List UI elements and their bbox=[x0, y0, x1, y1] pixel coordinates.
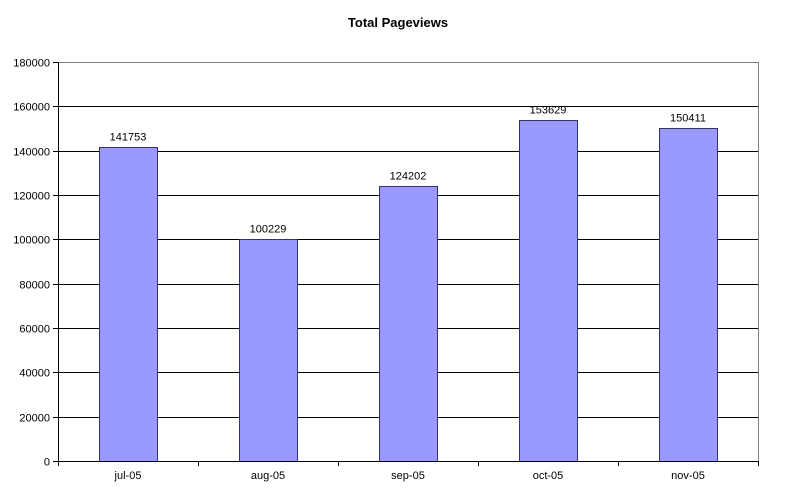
bars bbox=[99, 120, 718, 462]
labels: 0 20000 40000 60000 80000 100000 120000 140000 1… bbox=[13, 58, 706, 483]
x-tick-label: jul-05 bbox=[114, 470, 142, 482]
data-label: 150411 bbox=[670, 113, 706, 125]
x-tick-label: sep-05 bbox=[391, 470, 425, 482]
y-tick-label: 180000 bbox=[13, 58, 50, 70]
bar-sep-05 bbox=[379, 186, 438, 462]
x-tick-label: nov-05 bbox=[671, 470, 705, 482]
y-tick-label: 120000 bbox=[13, 191, 50, 203]
y-tick-label: 160000 bbox=[13, 102, 50, 114]
x-tick-label: aug-05 bbox=[251, 470, 285, 482]
y-tick-label: 140000 bbox=[13, 147, 50, 159]
data-label: 141753 bbox=[110, 132, 147, 144]
y-tick-label: 20000 bbox=[19, 413, 50, 425]
y-tick-label: 100000 bbox=[13, 235, 50, 247]
y-tick-label: 60000 bbox=[19, 324, 50, 336]
y-tick-label: 40000 bbox=[19, 368, 50, 380]
data-label: 124202 bbox=[390, 171, 427, 183]
chart-title: Total Pageviews bbox=[348, 15, 448, 30]
x-tick-label: oct-05 bbox=[533, 470, 564, 482]
bar-oct-05 bbox=[519, 120, 578, 462]
bar-aug-05 bbox=[239, 239, 298, 462]
y-tick-label: 80000 bbox=[19, 280, 50, 292]
bar-nov-05 bbox=[659, 128, 718, 462]
data-label: 153629 bbox=[530, 105, 567, 117]
data-label: 100229 bbox=[250, 224, 287, 236]
bar-jul-05 bbox=[99, 147, 158, 462]
y-tick-label: 0 bbox=[44, 457, 50, 469]
axes bbox=[53, 62, 759, 466]
